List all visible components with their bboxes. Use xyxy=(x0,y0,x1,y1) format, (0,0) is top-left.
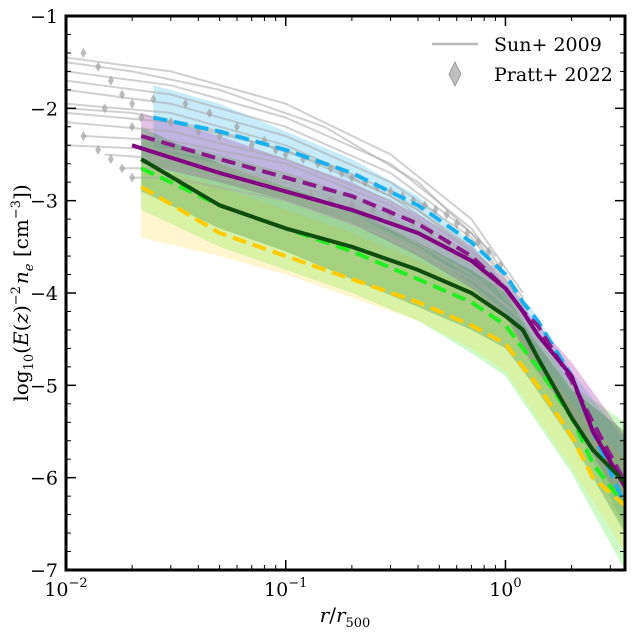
green-band xyxy=(141,136,625,570)
y-tick-label: −3 xyxy=(30,191,58,213)
yellow-band xyxy=(141,163,625,552)
series-layer xyxy=(131,115,625,507)
pratt2022-point xyxy=(206,107,213,118)
pratt2022-point xyxy=(432,204,439,215)
series-cyan-dashed xyxy=(152,115,625,507)
y-tick-label: −1 xyxy=(30,6,58,28)
series-purple-dashed xyxy=(140,134,625,484)
darkgreen-band xyxy=(141,126,625,534)
x-tick-label: 10−2 xyxy=(44,576,87,601)
sun2009-curve-10 xyxy=(122,167,524,322)
sun2009-curve-12 xyxy=(66,61,497,257)
y-tick-label: −4 xyxy=(30,283,58,305)
pratt2022-point xyxy=(233,121,240,132)
pratt2022-point xyxy=(95,61,102,72)
pratt2022-point xyxy=(107,75,114,86)
pratt2022-point xyxy=(475,237,482,248)
sun2009-curve-9 xyxy=(104,153,507,294)
y-tick-label: −2 xyxy=(30,98,58,120)
x-axis-label: r/r500 xyxy=(320,603,371,631)
legend: Sun+ 2009 Pratt+ 2022 xyxy=(432,34,613,87)
y-tick-label: −7 xyxy=(30,560,58,582)
pratt2022-point xyxy=(327,163,334,174)
pratt2022-point xyxy=(95,144,102,155)
pratt2022-point xyxy=(167,144,174,155)
pratt2022-point xyxy=(453,218,460,229)
series-darkgreen-solid xyxy=(140,157,625,484)
pratt2022-point xyxy=(129,98,136,109)
pratt2022-point xyxy=(129,121,136,132)
sun2009-curve-1 xyxy=(66,70,524,299)
pratt2022-point xyxy=(248,140,255,151)
pratt2022-point xyxy=(119,89,126,100)
pratt2022-point xyxy=(107,154,114,165)
pratt2022-point xyxy=(80,131,87,142)
x-tick-label: 10−1 xyxy=(264,576,307,601)
series-yellow-dashed xyxy=(140,185,625,507)
pratt2022-point xyxy=(464,227,471,238)
sun2009-curve-5 xyxy=(66,111,507,290)
sun2009-curve-13 xyxy=(66,107,497,271)
y-tick-label: −6 xyxy=(30,468,58,490)
pratt2022-point xyxy=(182,98,189,109)
sun2009-curve-0 xyxy=(66,56,524,294)
purple-band xyxy=(141,112,625,511)
series-purple-solid xyxy=(131,143,625,488)
pratt2022-point xyxy=(150,94,157,105)
sun2009-curve-2 xyxy=(66,79,524,303)
pratt2022-point xyxy=(129,172,136,183)
pratt2022-point xyxy=(348,172,355,183)
pratt2022-point xyxy=(138,112,145,123)
plot-frame xyxy=(64,14,627,572)
legend-sun-label: Sun+ 2009 xyxy=(494,34,602,56)
y-tick-label: −5 xyxy=(30,375,58,397)
pratt2022-point xyxy=(101,103,108,114)
plot-background xyxy=(66,16,625,570)
pratt2022-point xyxy=(80,47,87,58)
pratt2022-points xyxy=(80,47,514,303)
pratt2022-point xyxy=(167,117,174,128)
pratt2022-point xyxy=(119,163,126,174)
pratt2022-point xyxy=(485,246,492,257)
plot-content xyxy=(66,47,625,570)
pratt2022-point xyxy=(387,186,394,197)
pratt2022-point xyxy=(443,209,450,220)
legend-pratt-label: Pratt+ 2022 xyxy=(494,64,613,86)
x-tick-label: 100 xyxy=(489,576,521,601)
legend-pratt-diamond xyxy=(448,61,462,87)
